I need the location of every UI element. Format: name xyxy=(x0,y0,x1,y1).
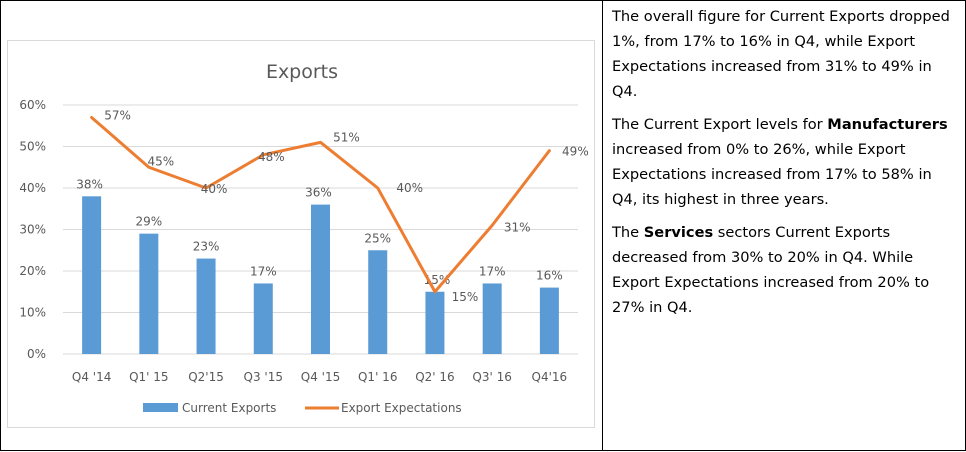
line-export-expectations xyxy=(90,115,551,294)
commentary-text: sectors Current Exports decreased from 3… xyxy=(612,224,930,316)
bar-current-exports xyxy=(196,258,216,354)
exports-chart: Exports 0% 10% 20% 30% 40% 50% 60% Q4 '14 Q1' 15 Q… xyxy=(19,61,589,415)
y-tick-label: 50% xyxy=(19,140,46,154)
bar-current-exports xyxy=(253,283,273,354)
bar-current-exports xyxy=(539,287,559,354)
chart-title: Exports xyxy=(266,61,338,83)
bar-data-label: 17% xyxy=(250,264,277,278)
x-tick-label: Q4 '15 xyxy=(301,370,340,384)
bar-current-exports xyxy=(368,250,388,354)
exports-chart-panel: Exports 0% 10% 20% 30% 40% 50% 60% Q4 '14 Q1' 15 Q… xyxy=(7,40,595,428)
commentary-paragraph-2: The Current Export levels for Manufactur… xyxy=(612,112,957,212)
commentary-text: The overall figure for Current Exports d… xyxy=(612,8,950,100)
line-data-label: 48% xyxy=(258,150,285,164)
x-tick-label: Q2' 16 xyxy=(415,370,454,384)
commentary-paragraph-3: The Services sectors Current Exports dec… xyxy=(612,220,957,320)
y-tick-label: 40% xyxy=(19,181,46,195)
legend-label: Export Expectations xyxy=(341,401,462,415)
sector-name-manufacturers: Manufacturers xyxy=(827,116,948,133)
line-data-label: 40% xyxy=(396,181,423,195)
y-tick-label: 30% xyxy=(19,223,46,237)
legend-label: Current Exports xyxy=(182,401,276,415)
x-tick-label: Q1' 15 xyxy=(129,370,168,384)
bar-data-label: 23% xyxy=(193,240,220,254)
line-data-label: 57% xyxy=(104,108,131,122)
line-data-label: 40% xyxy=(201,182,228,196)
bar-data-label: 16% xyxy=(536,269,563,283)
bar-current-exports xyxy=(425,291,445,354)
bar-current-exports xyxy=(82,196,102,354)
bar-data-label: 36% xyxy=(305,186,332,200)
bar-current-exports xyxy=(482,283,502,354)
line-data-label: 51% xyxy=(333,130,360,144)
commentary-text: increased from 0% to 26%, while Export E… xyxy=(612,141,932,208)
x-tick-label: Q3 '15 xyxy=(244,370,283,384)
commentary-panel: The overall figure for Current Exports d… xyxy=(612,4,957,328)
column-divider xyxy=(602,0,603,450)
y-tick-label: 0% xyxy=(27,347,46,361)
commentary-text: The Current Export levels for xyxy=(612,116,828,133)
bar-data-label: 29% xyxy=(135,215,162,229)
line-data-label: 15% xyxy=(452,290,479,304)
line-data-label: 31% xyxy=(504,220,531,234)
y-tick-label: 10% xyxy=(19,306,46,320)
x-tick-label: Q2'15 xyxy=(188,370,224,384)
bar-data-label: 38% xyxy=(76,177,103,191)
bar-data-label: 17% xyxy=(479,264,506,278)
y-tick-label: 20% xyxy=(19,264,46,278)
line-data-label: 49% xyxy=(562,145,589,159)
bar-current-exports xyxy=(311,204,330,354)
commentary-paragraph-1: The overall figure for Current Exports d… xyxy=(612,4,957,104)
x-tick-label: Q3' 16 xyxy=(472,370,511,384)
bar-current-exports xyxy=(139,233,159,354)
sector-name-services: Services xyxy=(643,224,714,241)
bar-data-label: 25% xyxy=(364,231,391,245)
commentary-text: The xyxy=(612,224,644,241)
legend-swatch-current-exports xyxy=(143,403,178,412)
y-tick-label: 60% xyxy=(19,98,46,112)
x-tick-label: Q4 '14 xyxy=(72,370,111,384)
x-tick-label: Q4'16 xyxy=(532,370,568,384)
x-tick-label: Q1' 16 xyxy=(358,370,397,384)
line-data-label: 45% xyxy=(147,154,174,168)
